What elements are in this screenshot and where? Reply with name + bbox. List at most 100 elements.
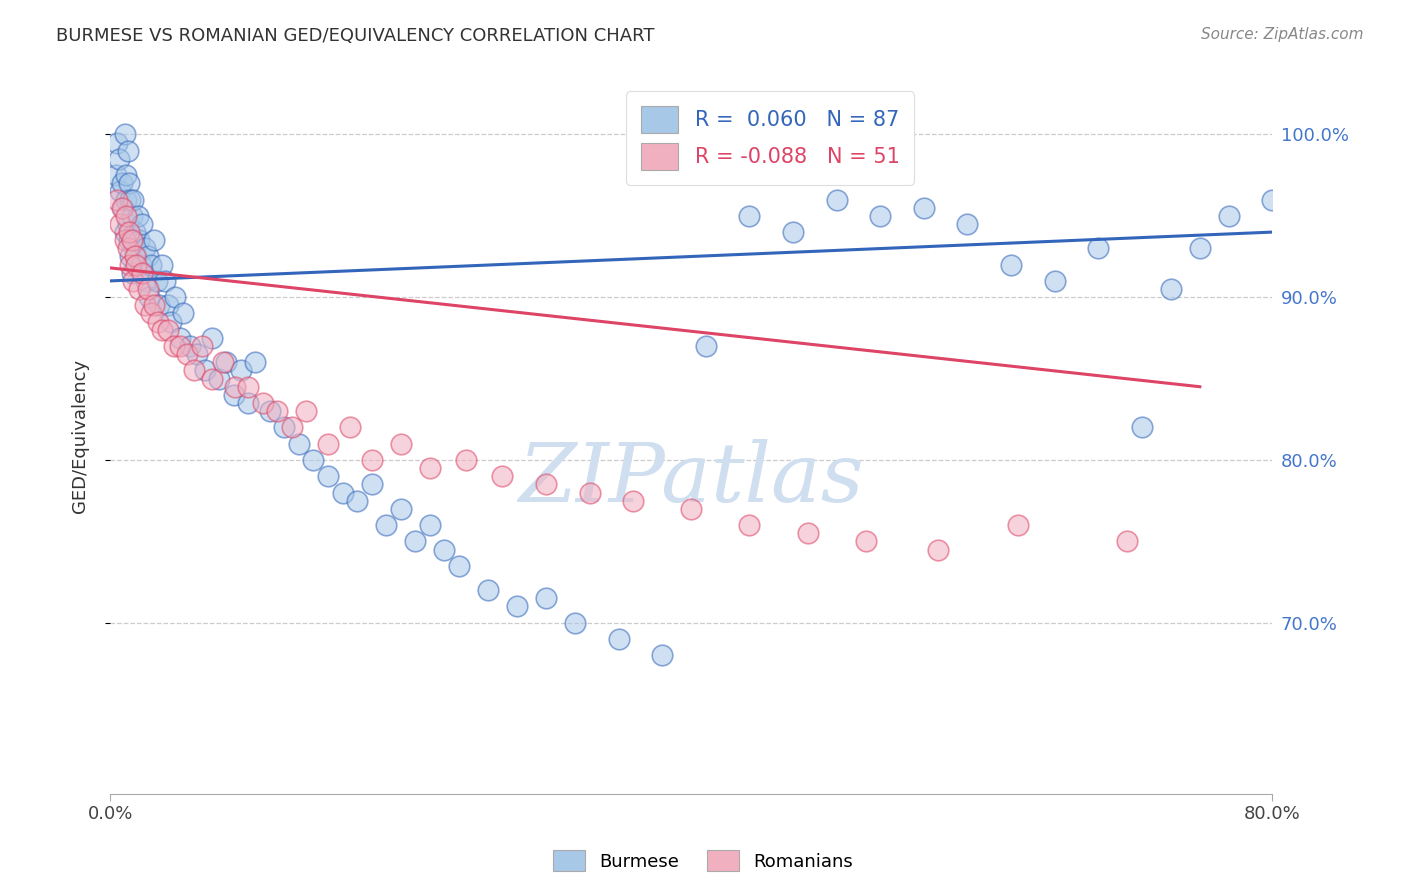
Point	[1188, 241, 1211, 255]
Point	[115, 193, 138, 207]
Point	[128, 233, 150, 247]
Point	[621, 493, 644, 508]
Point	[215, 355, 238, 369]
Point	[131, 217, 153, 231]
Point	[190, 339, 212, 353]
Point	[186, 347, 208, 361]
Point	[114, 233, 136, 247]
Point	[346, 493, 368, 508]
Point	[1130, 420, 1153, 434]
Point	[110, 217, 132, 231]
Point	[150, 258, 173, 272]
Point	[172, 306, 194, 320]
Point	[115, 168, 138, 182]
Point	[121, 266, 143, 280]
Point	[163, 339, 186, 353]
Point	[288, 436, 311, 450]
Point	[122, 193, 145, 207]
Point	[157, 298, 180, 312]
Point	[127, 209, 149, 223]
Point	[136, 250, 159, 264]
Point	[132, 266, 155, 280]
Point	[160, 315, 183, 329]
Point	[120, 193, 142, 207]
Point	[150, 323, 173, 337]
Point	[681, 501, 703, 516]
Point	[104, 168, 127, 182]
Point	[1000, 258, 1022, 272]
Point	[128, 282, 150, 296]
Point	[124, 225, 146, 239]
Point	[316, 436, 339, 450]
Point	[105, 193, 128, 207]
Point	[375, 518, 398, 533]
Point	[1007, 518, 1029, 533]
Point	[201, 371, 224, 385]
Point	[360, 453, 382, 467]
Point	[316, 469, 339, 483]
Text: BURMESE VS ROMANIAN GED/EQUIVALENCY CORRELATION CHART: BURMESE VS ROMANIAN GED/EQUIVALENCY CORR…	[56, 27, 655, 45]
Point	[114, 225, 136, 239]
Point	[118, 233, 141, 247]
Point	[433, 542, 456, 557]
Point	[138, 290, 160, 304]
Legend: R =  0.060   N = 87, R = -0.088   N = 51: R = 0.060 N = 87, R = -0.088 N = 51	[626, 92, 914, 185]
Point	[229, 363, 252, 377]
Point	[134, 241, 156, 255]
Point	[404, 534, 426, 549]
Legend: Burmese, Romanians: Burmese, Romanians	[546, 843, 860, 879]
Point	[339, 420, 361, 434]
Point	[419, 461, 441, 475]
Text: Source: ZipAtlas.com: Source: ZipAtlas.com	[1201, 27, 1364, 42]
Point	[252, 396, 274, 410]
Point	[796, 526, 818, 541]
Point	[121, 233, 143, 247]
Point	[115, 209, 138, 223]
Point	[118, 176, 141, 190]
Point	[295, 404, 318, 418]
Point	[245, 355, 267, 369]
Point	[782, 225, 804, 239]
Point	[1116, 534, 1139, 549]
Point	[183, 363, 205, 377]
Point	[135, 274, 157, 288]
Point	[157, 323, 180, 337]
Point	[136, 282, 159, 296]
Point	[607, 632, 630, 646]
Point	[869, 209, 891, 223]
Point	[534, 591, 557, 606]
Point	[146, 315, 169, 329]
Point	[105, 136, 128, 150]
Point	[236, 380, 259, 394]
Point	[139, 306, 162, 320]
Point	[122, 233, 145, 247]
Point	[280, 420, 302, 434]
Point	[142, 233, 165, 247]
Point	[193, 363, 215, 377]
Point	[224, 380, 246, 394]
Point	[165, 290, 187, 304]
Point	[389, 436, 412, 450]
Point	[111, 201, 134, 215]
Point	[855, 534, 877, 549]
Point	[121, 209, 143, 223]
Point	[134, 298, 156, 312]
Point	[927, 542, 949, 557]
Point	[302, 453, 325, 467]
Point	[491, 469, 513, 483]
Point	[1218, 209, 1240, 223]
Point	[112, 201, 135, 215]
Point	[179, 339, 201, 353]
Point	[142, 298, 165, 312]
Point	[155, 274, 177, 288]
Point	[259, 404, 281, 418]
Point	[129, 258, 152, 272]
Point	[117, 217, 139, 231]
Point	[506, 599, 529, 614]
Point	[825, 193, 848, 207]
Point	[912, 201, 935, 215]
Point	[222, 388, 245, 402]
Text: ZIPatlas: ZIPatlas	[519, 439, 865, 518]
Point	[117, 144, 139, 158]
Point	[120, 250, 142, 264]
